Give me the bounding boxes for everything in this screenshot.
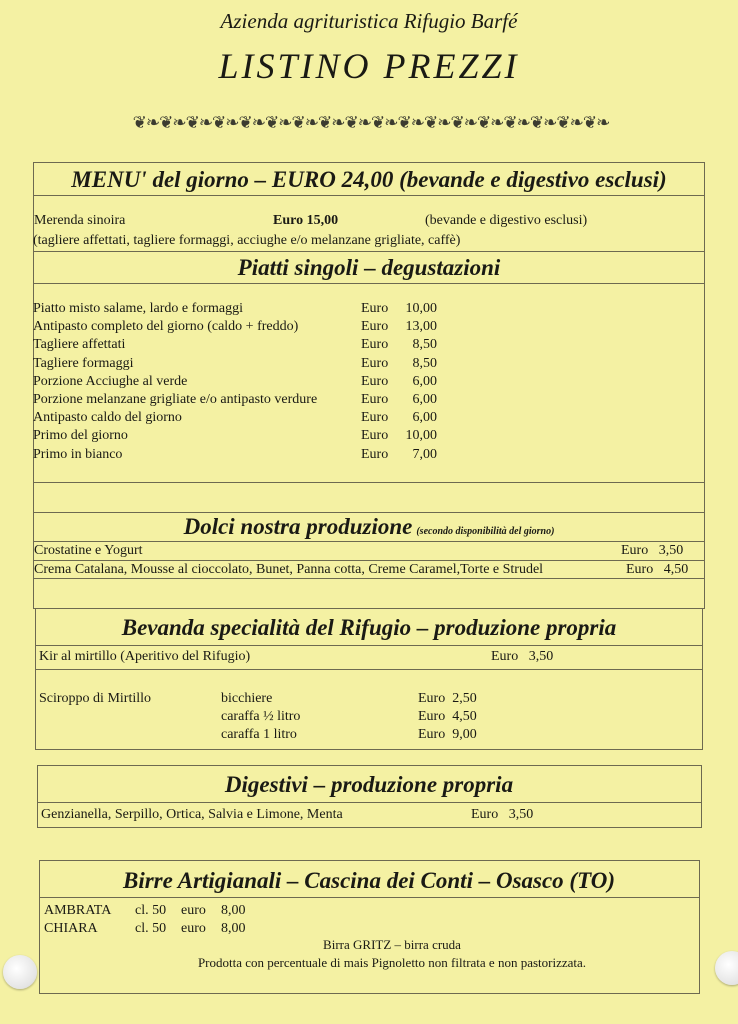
digestivi-section-box bbox=[37, 765, 702, 828]
piatti-item-price: 6,00 bbox=[412, 392, 438, 407]
menu-del-giorno-heading: MENU' del giorno – EURO 24,00 (bevande e… bbox=[71, 167, 667, 192]
dolci-item-name: Crema Catalana, Mousse al cioccolato, Bu… bbox=[34, 562, 544, 577]
piatti-item-currency: Euro bbox=[361, 319, 389, 335]
piatti-item-currency: Euro bbox=[361, 446, 389, 462]
sciroppo-size: caraffa ½ litro bbox=[221, 709, 301, 724]
merenda-note: (bevande e digestivo esclusi) bbox=[425, 213, 588, 228]
piatti-item-name: Tagliere affettati bbox=[33, 337, 126, 353]
beer-price: 8,00 bbox=[221, 920, 246, 936]
beer-size: cl. 50 bbox=[135, 920, 167, 936]
birre-section-box bbox=[39, 860, 700, 994]
beer-size: cl. 50 bbox=[135, 903, 167, 918]
sciroppo-price: Euro 4,50 bbox=[418, 709, 477, 724]
bevanda-heading: Bevanda specialità del Rifugio – produzi… bbox=[121, 615, 617, 640]
merenda-description: (tagliere affettati, tagliere formaggi, … bbox=[33, 233, 461, 248]
digestivi-price: Euro 3,50 bbox=[471, 807, 534, 822]
dolci-item-price: Euro 3,50 bbox=[621, 543, 684, 558]
piatti-item-currency: Euro bbox=[361, 428, 389, 444]
divider bbox=[33, 541, 704, 542]
dolci-heading-row: Dolci nostra produzione (secondo disponi… bbox=[0, 515, 738, 538]
divider bbox=[33, 195, 704, 196]
birre-heading: Birre Artigianali – Cascina dei Conti – … bbox=[123, 868, 615, 893]
divider bbox=[33, 560, 704, 561]
divider bbox=[33, 482, 704, 483]
sciroppo-name: Sciroppo di Mirtillo bbox=[39, 691, 151, 706]
sciroppo-size: bicchiere bbox=[221, 691, 273, 706]
gritz-title: Birra GRITZ – birra cruda bbox=[323, 937, 461, 952]
piatti-item-price: 7,00 bbox=[412, 446, 438, 462]
piatti-item-price: 10,00 bbox=[405, 301, 438, 316]
divider bbox=[37, 802, 701, 803]
piatti-item-price: 8,50 bbox=[412, 355, 438, 371]
kir-price: Euro 3,50 bbox=[491, 649, 554, 664]
restaurant-name: Azienda agrituristica Rifugio Barfé bbox=[220, 9, 518, 33]
piatti-item-name: Primo del giorno bbox=[33, 428, 128, 444]
sciroppo-price: Euro 2,50 bbox=[418, 691, 477, 706]
divider bbox=[35, 669, 702, 670]
digestivi-heading: Digestivi – produzione propria bbox=[224, 772, 514, 797]
piatti-item-price: 10,00 bbox=[405, 428, 438, 444]
piatti-item-price: 6,00 bbox=[412, 373, 438, 389]
piatti-item-currency: Euro bbox=[361, 355, 389, 371]
piatti-item-price: 6,00 bbox=[412, 410, 438, 426]
beer-name: AMBRATA bbox=[44, 903, 112, 918]
piatti-item-name: Piatto misto salame, lardo e formaggi bbox=[33, 301, 243, 316]
piatti-item-currency: Euro bbox=[361, 337, 389, 353]
piatti-item-currency: Euro bbox=[361, 373, 389, 389]
bevanda-section-box bbox=[35, 608, 703, 750]
beer-name: CHIARA bbox=[44, 920, 98, 936]
divider bbox=[33, 251, 704, 252]
piatti-item-name: Porzione melanzane grigliate e/o antipas… bbox=[33, 392, 318, 407]
piatti-item-name: Porzione Acciughe al verde bbox=[33, 373, 188, 389]
piatti-heading: Piatti singoli – degustazioni bbox=[237, 255, 501, 280]
dolci-heading: Dolci nostra produzione bbox=[183, 514, 413, 539]
piatti-item-name: Primo in bianco bbox=[33, 446, 123, 462]
piatti-item-price: 13,00 bbox=[405, 319, 438, 335]
dolci-note: (secondo disponibilità del giorno) bbox=[416, 526, 555, 537]
divider bbox=[33, 512, 704, 513]
sciroppo-price: Euro 9,00 bbox=[418, 727, 477, 742]
dolci-item-name: Crostatine e Yogurt bbox=[34, 543, 143, 558]
beer-currency: euro bbox=[181, 920, 206, 936]
divider bbox=[33, 578, 704, 579]
divider bbox=[35, 645, 702, 646]
kir-name: Kir al mirtillo (Aperitivo del Rifugio) bbox=[39, 649, 251, 664]
pushpin-right bbox=[715, 951, 738, 985]
ornament-divider: ❦❧❦❧❦❧❦❧❦❧❦❧❦❧❦❧❦❧❦❧❦❧❦❧❦❧❦❧❦❧❦❧❦❧❦❧ bbox=[132, 114, 611, 131]
piatti-item-currency: Euro bbox=[361, 410, 389, 426]
piatti-item-name: Tagliere formaggi bbox=[33, 355, 134, 371]
beer-price: 8,00 bbox=[221, 903, 246, 918]
dolci-item-price: Euro 4,50 bbox=[626, 562, 689, 577]
pushpin-left bbox=[3, 955, 37, 989]
divider bbox=[33, 283, 704, 284]
piatti-item-price: 8,50 bbox=[412, 337, 438, 353]
piatti-item-currency: Euro bbox=[361, 392, 389, 407]
beer-currency: euro bbox=[181, 903, 206, 918]
page-title: LISTINO PREZZI bbox=[218, 46, 520, 86]
gritz-description: Prodotta con percentuale di mais Pignole… bbox=[197, 955, 587, 970]
divider bbox=[39, 897, 699, 898]
piatti-item-name: Antipasto completo del giorno (caldo + f… bbox=[33, 319, 299, 335]
sciroppo-size: caraffa 1 litro bbox=[221, 727, 297, 742]
merenda-price: Euro 15,00 bbox=[273, 213, 339, 228]
piatti-item-currency: Euro bbox=[361, 301, 389, 316]
piatti-item-name: Antipasto caldo del giorno bbox=[33, 410, 182, 426]
digestivi-name: Genzianella, Serpillo, Ortica, Salvia e … bbox=[41, 807, 343, 822]
merenda-label: Merenda sinoira bbox=[34, 213, 126, 228]
